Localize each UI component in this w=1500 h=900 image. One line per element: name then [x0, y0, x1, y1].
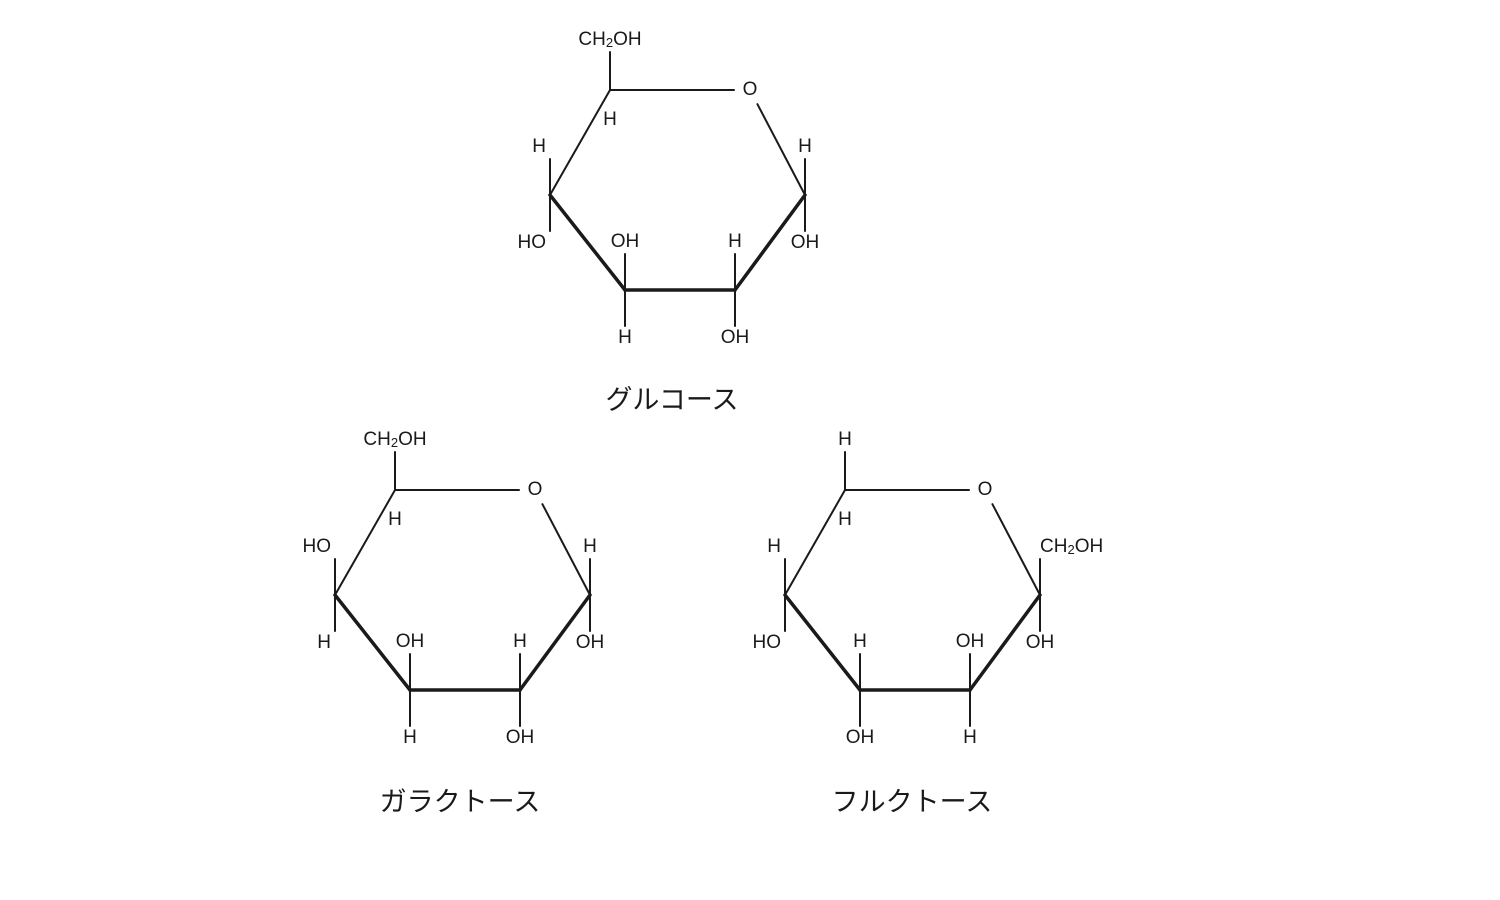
svg-text:O: O [978, 479, 993, 500]
svg-text:HO: HO [517, 232, 546, 253]
svg-text:O: O [528, 479, 543, 500]
svg-text:OH: OH [721, 327, 750, 348]
svg-text:H: H [798, 136, 812, 157]
molecule-galactose: OCH2OHHHOHHOHOHHHOH [302, 429, 604, 748]
svg-text:H: H [853, 631, 867, 652]
svg-text:H: H [388, 509, 402, 530]
molecule-label-galactose: ガラクトース [380, 780, 541, 819]
molecule-fructose: OHHCH2OHOHOHHHOHHHO [752, 429, 1103, 748]
svg-text:H: H [403, 727, 417, 748]
svg-text:OH: OH [791, 232, 820, 253]
svg-text:H: H [513, 631, 527, 652]
molecule-glucose: O CH2OH H H OH H OH OH H H HO [517, 29, 819, 348]
svg-text:OH: OH [396, 631, 425, 652]
svg-text:H: H [317, 632, 331, 653]
svg-text:H: H [603, 109, 617, 130]
svg-text:OH: OH [1026, 632, 1055, 653]
svg-text:H: H [838, 509, 852, 530]
svg-text:HO: HO [302, 536, 331, 557]
svg-text:H: H [728, 231, 742, 252]
svg-text:H: H [963, 727, 977, 748]
svg-text:OH: OH [506, 727, 535, 748]
svg-text:CH2OH: CH2OH [578, 29, 641, 50]
svg-text:OH: OH [956, 631, 985, 652]
svg-text:H: H [532, 136, 546, 157]
svg-text:CH2OH: CH2OH [363, 429, 426, 450]
diagram-canvas: OCH2OHHHOHHOHOHHHHOOCH2OHHHOHHOHOHHHOHOH… [0, 0, 1500, 900]
svg-text:H: H [618, 327, 632, 348]
svg-text:O: O [743, 79, 758, 100]
svg-text:CH2OH: CH2OH [1040, 536, 1103, 557]
molecule-label-glucose: グルコース [605, 378, 738, 417]
svg-text:H: H [583, 536, 597, 557]
molecule-label-fructose: フルクトース [832, 780, 993, 819]
svg-text:OH: OH [611, 231, 640, 252]
svg-text:H: H [767, 536, 781, 557]
svg-text:HO: HO [752, 632, 781, 653]
svg-text:H: H [838, 429, 852, 450]
svg-text:OH: OH [846, 727, 875, 748]
svg-text:OH: OH [576, 632, 605, 653]
